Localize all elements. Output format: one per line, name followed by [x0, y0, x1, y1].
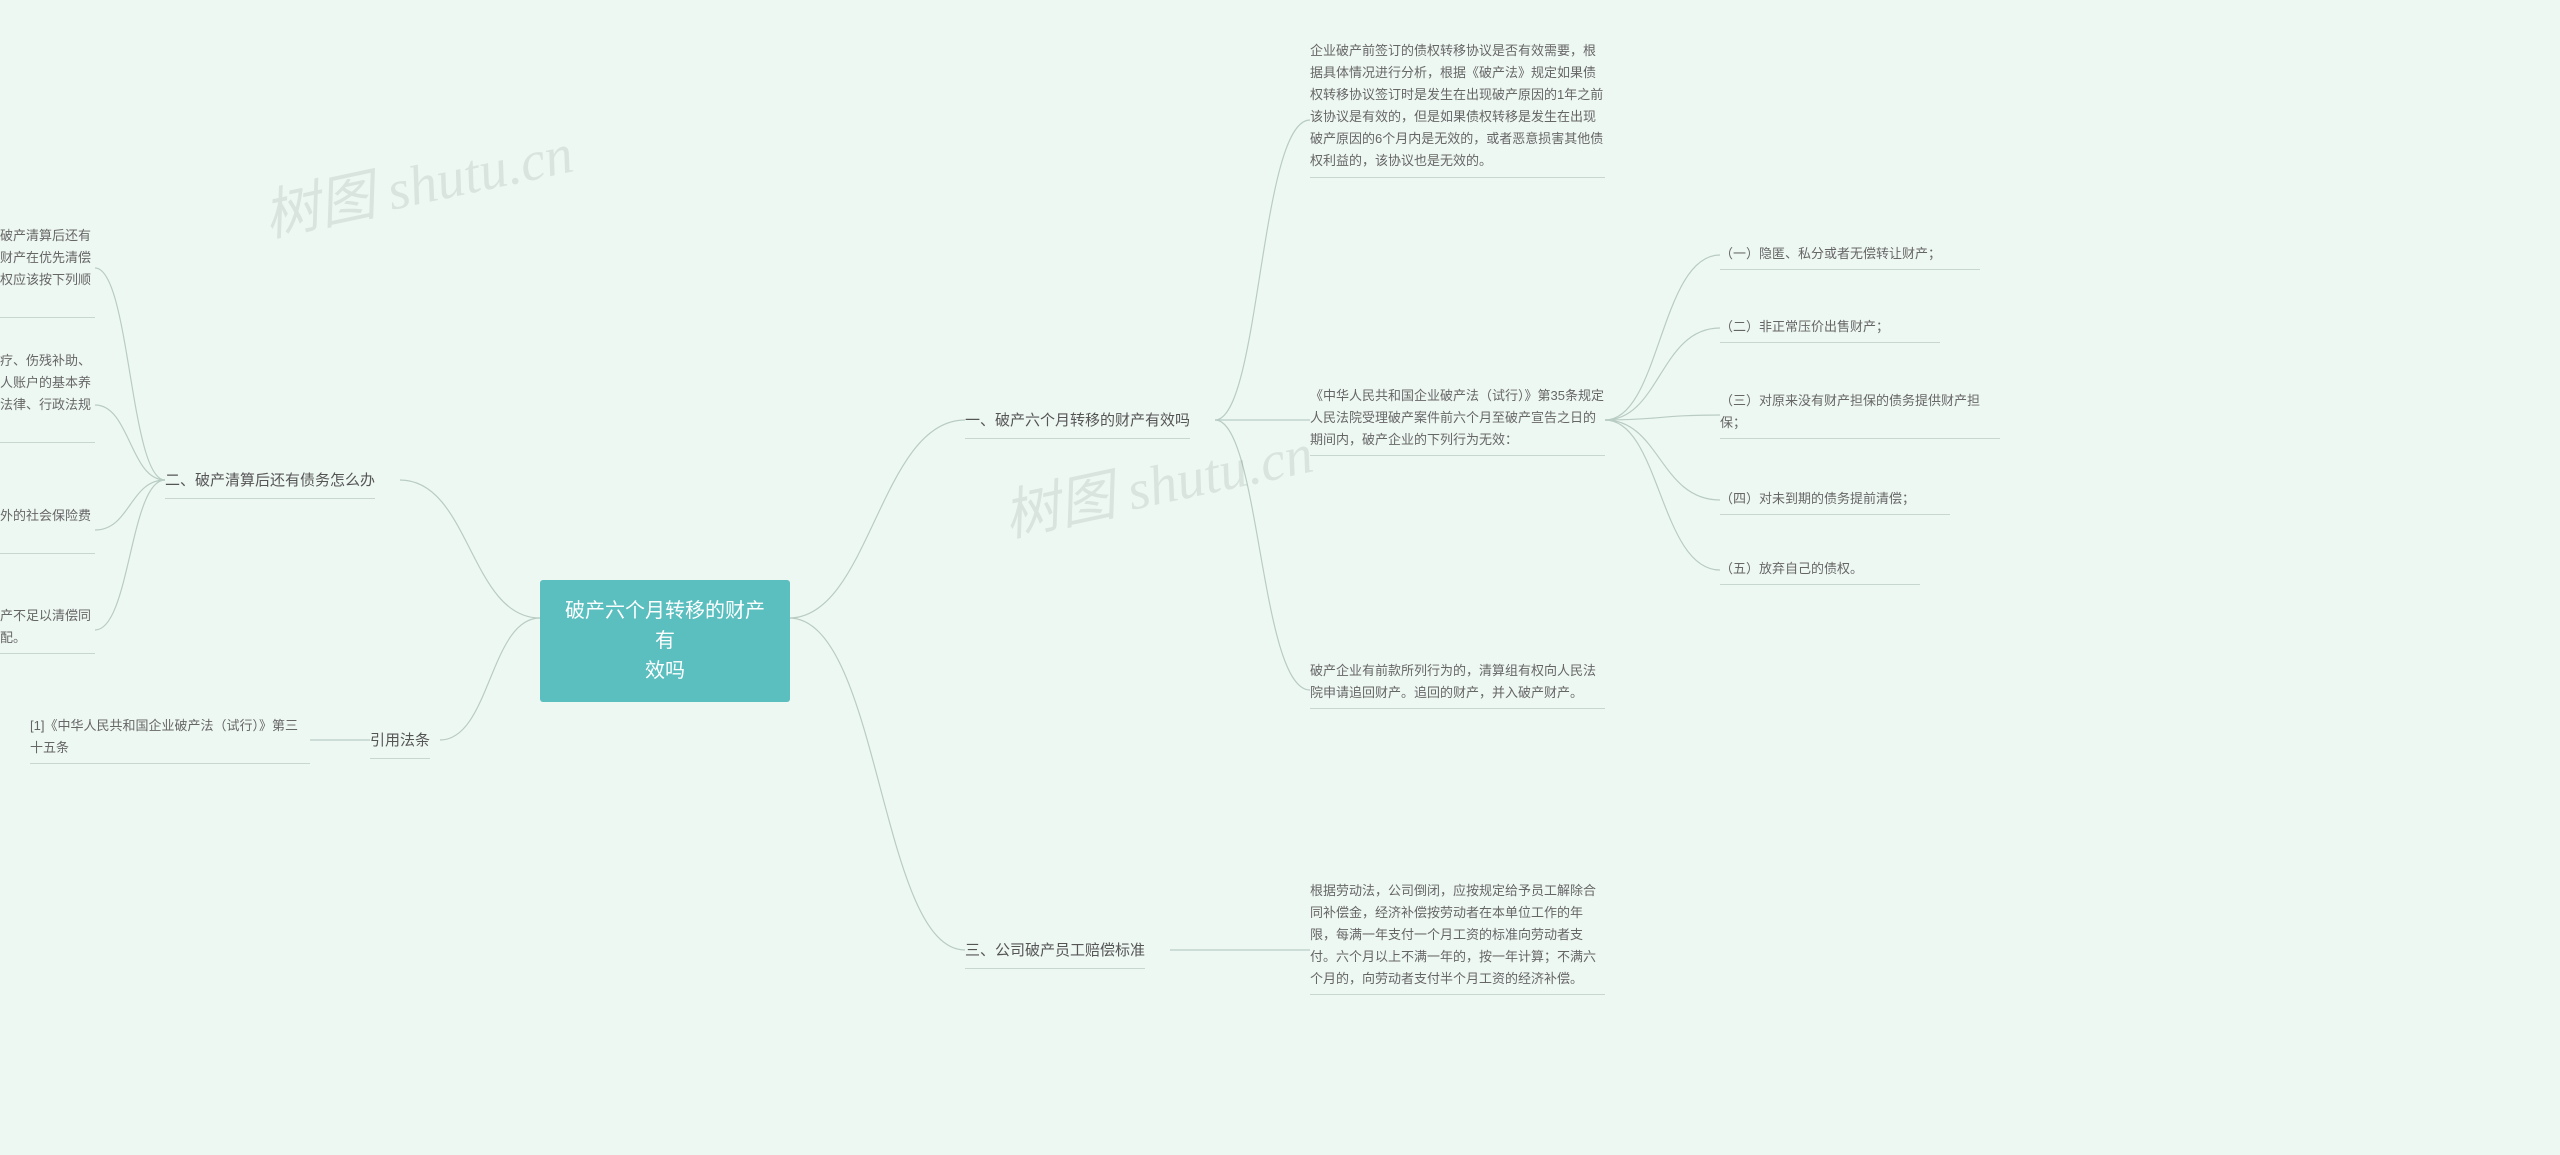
leaf-l1-2: （一）破产人所欠职工的工资和医疗、伤残补助、抚恤费用，所欠的应当划入职工个人账户… [0, 350, 95, 443]
leaf-l2-1: [1]《中华人民共和国企业破产法（试行）》第三十五条 [30, 715, 310, 764]
leaf-r2-1: 根据劳动法，公司倒闭，应按规定给予员工解除合同补偿金，经济补偿按劳动者在本单位工… [1310, 880, 1605, 995]
branch-right-1: 一、破产六个月转移的财产有效吗 [965, 408, 1190, 439]
leaf-r1-2-c4: （四）对未到期的债务提前清偿； [1720, 488, 1950, 515]
leaf-r1-2: 《中华人民共和国企业破产法（试行）》第35条规定人民法院受理破产案件前六个月至破… [1310, 385, 1605, 456]
branch-left-2: 引用法条 [370, 728, 430, 759]
leaf-l1-4: （三）普通破产债权。如果破产财产不足以清偿同一顺序的清偿要求的，按照比例分配。 [0, 605, 95, 654]
connector-lines [0, 0, 2560, 1155]
watermark-1: 树图 shutu.cn [255, 108, 579, 253]
root-title-line2: 效吗 [560, 656, 770, 686]
branch-left-1: 二、破产清算后还有债务怎么办 [165, 468, 375, 499]
leaf-r1-1: 企业破产前签订的债权转移协议是否有效需要，根据具体情况进行分析，根据《破产法》规… [1310, 40, 1605, 178]
leaf-r1-3: 破产企业有前款所列行为的，清算组有权向人民法院申请追回财产。追回的财产，并入破产… [1310, 660, 1605, 709]
root-title-line1: 破产六个月转移的财产有 [560, 596, 770, 656]
leaf-l1-1: 企业被法院裁定破产的，此时企业破产清算后还有债务应该依法赔偿，而企业的破产财产在… [0, 225, 95, 318]
root-node: 破产六个月转移的财产有 效吗 [540, 580, 790, 702]
leaf-r1-2-c2: （二）非正常压价出售财产； [1720, 316, 1940, 343]
leaf-l1-3: （二）破产人欠缴的除前项规定以外的社会保险费用和破产人所欠税款； [0, 505, 95, 554]
branch-right-2: 三、公司破产员工赔偿标准 [965, 938, 1145, 969]
leaf-r1-2-c5: （五）放弃自己的债权。 [1720, 558, 1920, 585]
leaf-r1-2-c3: （三）对原来没有财产担保的债务提供财产担保； [1720, 390, 2000, 439]
leaf-r1-2-c1: （一）隐匿、私分或者无偿转让财产； [1720, 243, 1980, 270]
